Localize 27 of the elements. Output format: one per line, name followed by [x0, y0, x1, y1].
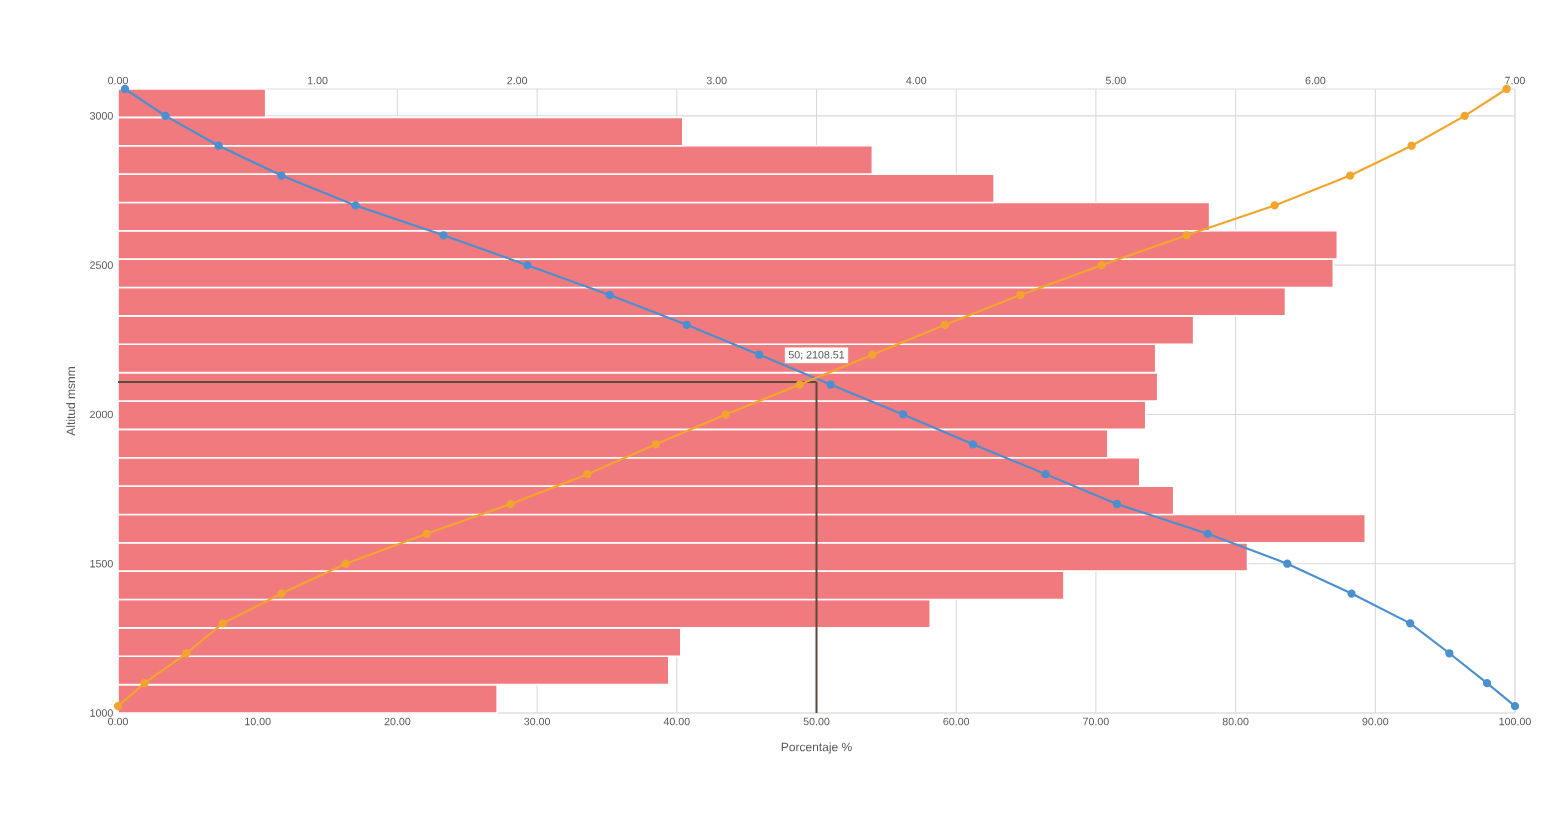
x-tick-label: 80.00 [1222, 717, 1249, 726]
x-axis-title: Porcentaje % [781, 742, 852, 754]
x-tick-label: 100.00 [1499, 717, 1531, 726]
x2-tick-label: 1.00 [308, 76, 328, 85]
x2-tick-label: 3.00 [706, 76, 727, 85]
x2-tick-label: 0.00 [108, 76, 128, 85]
x-tick-label: 40.00 [663, 717, 690, 726]
x2-tick-label: 4.00 [906, 76, 927, 85]
x-tick-label: 20.00 [384, 717, 411, 726]
y-tick-label: 3000 [89, 112, 113, 120]
annotation: 50; 2108.51 [788, 350, 845, 360]
x-tick-label: 30.00 [524, 717, 551, 726]
y-tick-label: 1500 [90, 559, 113, 568]
x2-tick-label: 5.00 [1105, 76, 1126, 85]
x-tick-label: 90.00 [1362, 717, 1389, 726]
x2-tick-label: 2.00 [507, 76, 528, 85]
y-axis-title: Altitud msnm [66, 367, 76, 436]
y-tick-label: 1000 [90, 709, 113, 717]
x-tick-label: 70.00 [1083, 717, 1109, 726]
x-tick-label: 60.00 [943, 717, 970, 726]
y-tick-label: 2500 [90, 261, 113, 269]
x-tick-label: 50.00 [803, 717, 830, 726]
x-tick-label: 10.00 [245, 717, 271, 726]
x2-tick-label: 7.00 [1505, 76, 1525, 85]
x-tick-label: 0.00 [108, 717, 128, 726]
x2-tick-label: 6.00 [1305, 76, 1326, 85]
y-tick-label: 2000 [90, 410, 113, 419]
